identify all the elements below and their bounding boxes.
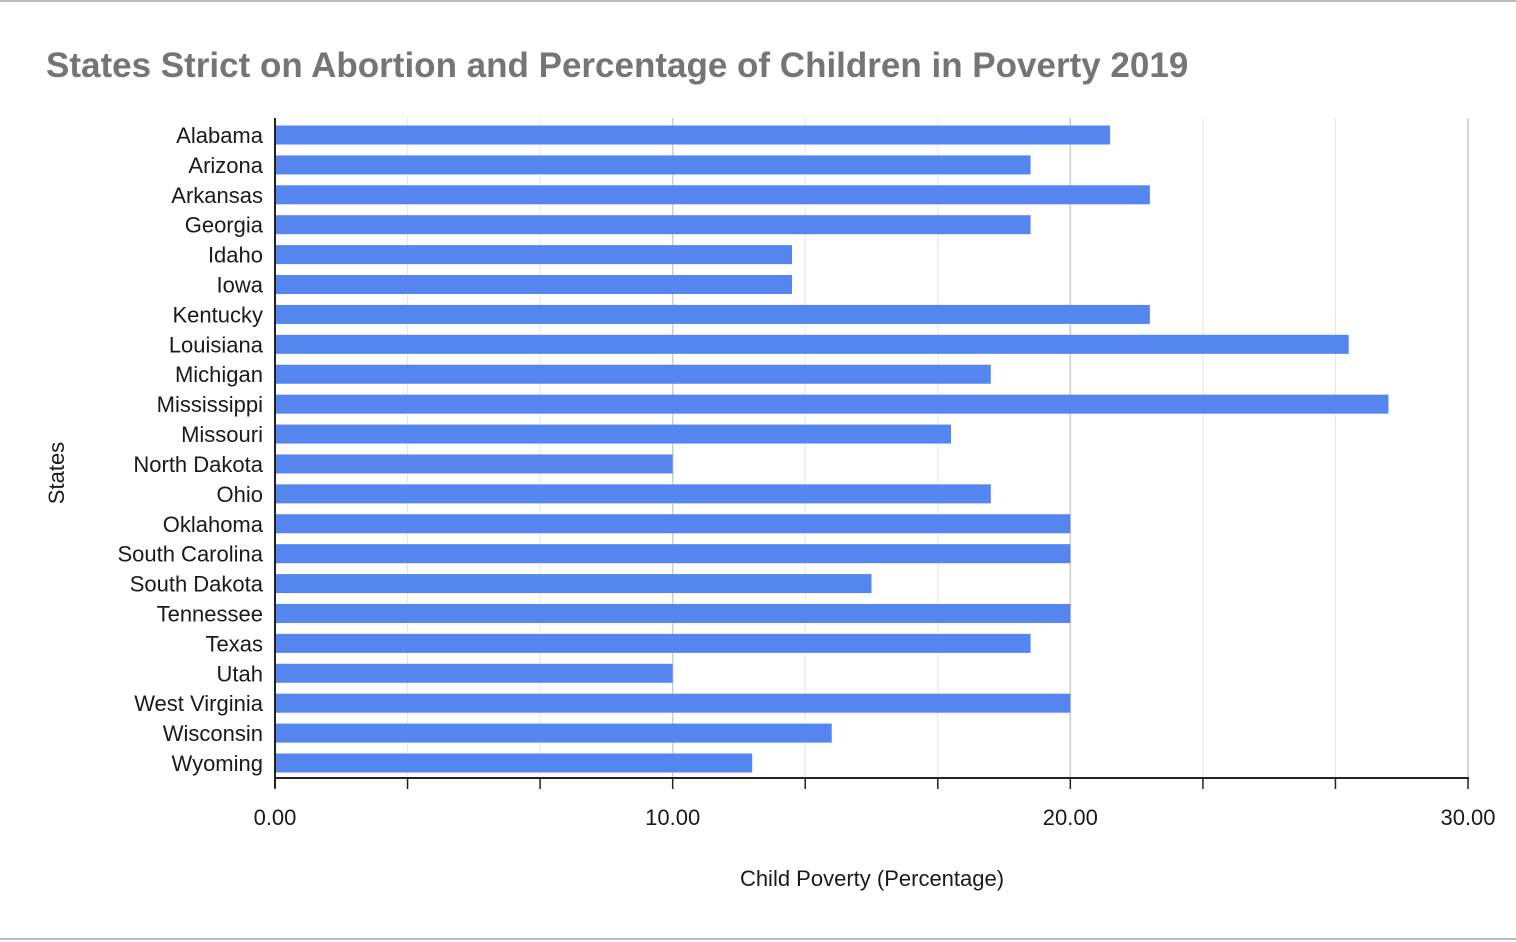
- category-tick-label: Tennessee: [157, 601, 263, 626]
- category-tick-label: Iowa: [217, 273, 264, 298]
- bar-louisiana: [275, 334, 1349, 354]
- category-tick-label: Kentucky: [173, 302, 264, 327]
- bar-arizona: [275, 155, 1031, 175]
- bar-kentucky: [275, 304, 1150, 324]
- category-tick-label: Georgia: [185, 213, 264, 238]
- bar-texas: [275, 633, 1031, 653]
- y-axis-title: States: [44, 442, 69, 504]
- bar-north-dakota: [275, 454, 673, 474]
- category-tick-label: North Dakota: [133, 452, 263, 477]
- bar-michigan: [275, 364, 991, 384]
- bar-south-carolina: [275, 544, 1071, 564]
- bar-tennessee: [275, 603, 1071, 623]
- bar-wisconsin: [275, 723, 832, 743]
- bar-missouri: [275, 424, 952, 444]
- bar-oklahoma: [275, 514, 1071, 534]
- bar-arkansas: [275, 185, 1150, 205]
- bar-georgia: [275, 215, 1031, 235]
- bar-west-virginia: [275, 693, 1071, 713]
- x-axis-title: Child Poverty (Percentage): [740, 866, 1004, 891]
- labels: Alabama Arizona Arkansas Georgia Idaho Iowa Ke…: [44, 123, 1496, 891]
- x-tick-label: 30.00: [1440, 805, 1495, 830]
- category-tick-label: Louisiana: [169, 332, 264, 357]
- bar-utah: [275, 663, 673, 683]
- category-tick-label: South Carolina: [117, 542, 263, 567]
- bar-idaho: [275, 245, 792, 265]
- bar-wyoming: [275, 753, 753, 773]
- category-tick-label: Alabama: [176, 123, 264, 148]
- bar-alabama: [275, 125, 1111, 145]
- axes: [274, 118, 1469, 789]
- category-tick-label: South Dakota: [130, 572, 264, 597]
- category-tick-label: Texas: [206, 631, 263, 656]
- x-tick-label: 20.00: [1043, 805, 1098, 830]
- x-tick-label: 10.00: [645, 805, 700, 830]
- x-tick-label: 0.00: [254, 805, 297, 830]
- category-tick-label: Utah: [217, 661, 263, 686]
- category-tick-label: Ohio: [217, 482, 263, 507]
- chart-title: States Strict on Abortion and Percentage…: [46, 46, 1189, 85]
- category-tick-label: Michigan: [175, 362, 263, 387]
- category-tick-label: Oklahoma: [163, 512, 264, 537]
- top-border: [0, 0, 1516, 2]
- bar-mississippi: [275, 394, 1389, 414]
- category-tick-label: Missouri: [181, 422, 263, 447]
- category-tick-label: Arizona: [188, 153, 263, 178]
- bars: [275, 125, 1389, 773]
- category-tick-label: Mississippi: [157, 392, 263, 417]
- bottom-border: [0, 938, 1516, 940]
- category-tick-label: Wyoming: [172, 751, 264, 776]
- category-tick-label: Wisconsin: [163, 721, 263, 746]
- category-tick-label: West Virginia: [134, 691, 264, 716]
- bar-iowa: [275, 275, 792, 295]
- bar-ohio: [275, 484, 991, 504]
- category-tick-label: Arkansas: [171, 183, 263, 208]
- bar-south-dakota: [275, 574, 872, 594]
- category-tick-label: Idaho: [208, 243, 263, 268]
